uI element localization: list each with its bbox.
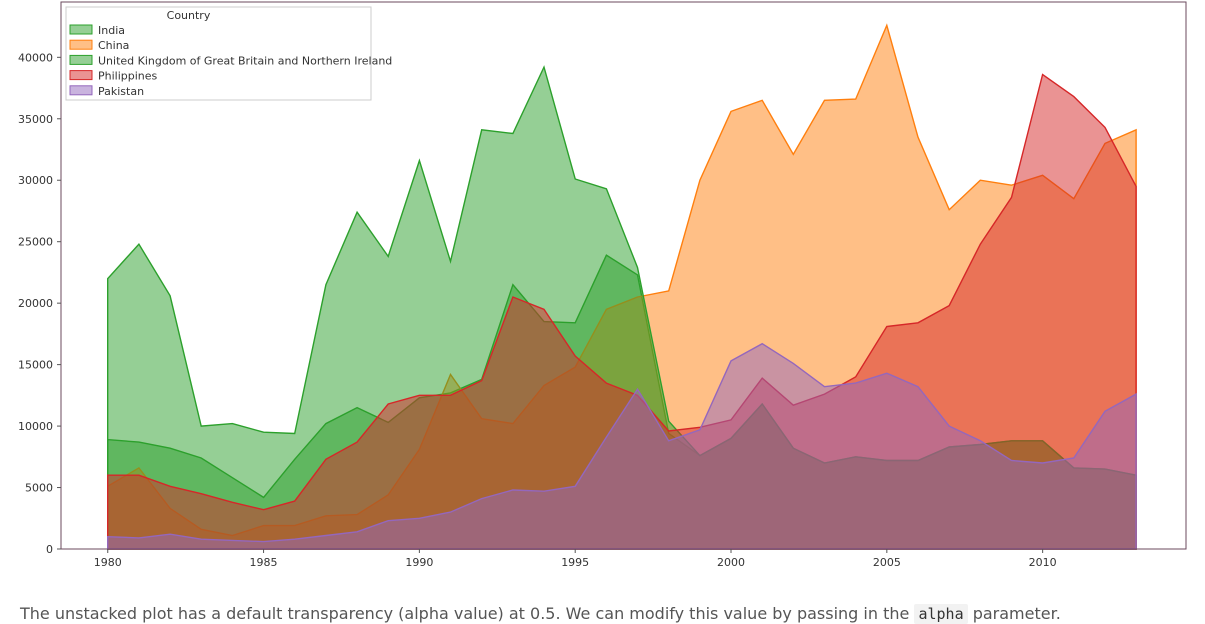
caption-before: The unstacked plot has a default transpa… — [20, 604, 910, 623]
legend-label-india: India — [98, 24, 125, 37]
x-tick-label: 1990 — [405, 556, 433, 569]
area-chart: 0 5000 10000 15000 20000 25000 30000 35000 40000… — [18, 1, 1187, 569]
legend-box — [65, 6, 372, 101]
y-tick-label: 25000 — [18, 236, 53, 249]
legend-swatch-pakistan — [69, 85, 93, 96]
legend-label-china: China — [98, 39, 129, 52]
series-areas — [107, 23, 1137, 550]
caption-after: parameter. — [972, 604, 1061, 623]
y-tick-label: 30000 — [18, 174, 53, 187]
x-tick-label: 2005 — [873, 556, 901, 569]
x-tick-label: 1995 — [561, 556, 589, 569]
y-tick-label: 10000 — [18, 420, 53, 433]
y-tick-label: 0 — [46, 543, 53, 556]
y-tick-label: 40000 — [18, 51, 53, 64]
legend-swatch-united-kingdom-of-great-britain-and-northern-ireland — [69, 54, 93, 65]
caption-code: alpha — [914, 604, 968, 624]
legend-label-philippines: Philippines — [98, 70, 158, 83]
x-tick-label: 2010 — [1029, 556, 1057, 569]
legend-label-pakistan: Pakistan — [98, 85, 144, 98]
y-tick-label: 35000 — [18, 113, 53, 126]
x-tick-label: 2000 — [717, 556, 745, 569]
plot-frame — [60, 1, 1187, 550]
legend-swatch-india — [69, 24, 93, 35]
caption-text: The unstacked plot has a default transpa… — [20, 604, 1061, 624]
y-tick-label: 20000 — [18, 297, 53, 310]
legend-label-united-kingdom-of-great-britain-and-northern-ireland: United Kingdom of Great Britain and Nort… — [98, 54, 392, 67]
y-tick-label: 15000 — [18, 359, 53, 372]
legend-swatch-philippines — [69, 70, 93, 81]
area-pakistan — [107, 342, 1137, 550]
axes: 0 5000 10000 15000 20000 25000 30000 35000 40000… — [18, 1, 1187, 569]
legend-swatch-china — [69, 39, 93, 50]
x-tick-label: 1985 — [250, 556, 278, 569]
x-tick-label: 1980 — [94, 556, 122, 569]
y-tick-label: 5000 — [25, 482, 53, 495]
legend: Country India China United Kingdom of Great… — [65, 6, 392, 101]
legend-title: Country — [167, 9, 211, 22]
chart-svg: 0 5000 10000 15000 20000 25000 30000 35000 40000… — [18, 1, 1187, 569]
